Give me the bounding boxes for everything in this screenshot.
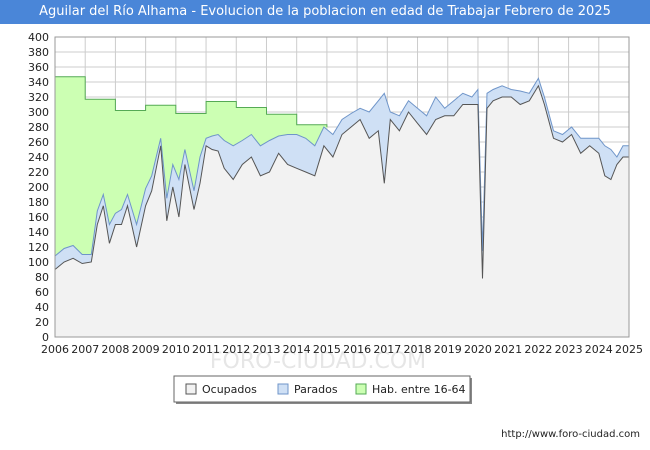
x-tick-label: 2013 xyxy=(252,343,280,356)
y-tick-label: 240 xyxy=(28,151,49,164)
x-tick-label: 2017 xyxy=(373,343,401,356)
x-tick-label: 2019 xyxy=(434,343,462,356)
x-tick-label: 2009 xyxy=(132,343,160,356)
y-tick-label: 380 xyxy=(28,46,49,59)
x-tick-label: 2021 xyxy=(494,343,522,356)
y-tick-label: 260 xyxy=(28,136,49,149)
y-tick-label: 300 xyxy=(28,106,49,119)
legend-ocupados-swatch xyxy=(185,383,197,395)
y-tick-label: 320 xyxy=(28,91,49,104)
x-tick-label: 2024 xyxy=(585,343,613,356)
y-tick-label: 160 xyxy=(28,211,49,224)
plot-area: 0 20 40 60 80 100 120 140 160 180 200 220 240 260 280 3… xyxy=(28,31,643,356)
x-tick-label: 2010 xyxy=(162,343,190,356)
legend-parados-swatch xyxy=(277,383,289,395)
legend-hab-swatch xyxy=(355,383,367,395)
source-credit[interactable]: http://www.foro-ciudad.com xyxy=(501,429,640,440)
x-tick-label: 2007 xyxy=(71,343,99,356)
y-tick-label: 20 xyxy=(35,316,49,329)
y-tick-label: 120 xyxy=(28,241,49,254)
x-tick-label: 2012 xyxy=(222,343,250,356)
legend: Ocupados Parados Hab. entre 16-64 xyxy=(173,375,472,404)
x-tick-label: 2020 xyxy=(464,343,492,356)
legend-box xyxy=(173,375,471,403)
y-tick-label: 220 xyxy=(28,166,49,179)
ocupados-line xyxy=(54,84,629,279)
ocupados-area xyxy=(55,85,629,337)
parados-line xyxy=(54,77,629,257)
x-tick-label: 2023 xyxy=(555,343,583,356)
watermark: FORO-CIUDAD.COM xyxy=(210,349,426,374)
y-tick-label: 360 xyxy=(28,61,49,74)
y-tick-label: 200 xyxy=(28,181,49,194)
legend-ocupados-label: Ocupados xyxy=(202,383,257,396)
y-tick-label: 140 xyxy=(28,226,49,239)
x-tick-label: 2008 xyxy=(101,343,129,356)
population-chart: FORO-CIUDAD.COM 0 20 40 60 80 100 120 140 160 180… xyxy=(28,31,643,404)
y-tick-label: 0 xyxy=(42,331,49,344)
y-tick-label: 80 xyxy=(35,271,49,284)
x-tick-label: 2015 xyxy=(313,343,341,356)
x-tick-label: 2006 xyxy=(41,343,69,356)
x-tick-label: 2011 xyxy=(192,343,220,356)
y-tick-label: 60 xyxy=(35,286,49,299)
y-tick-label: 100 xyxy=(28,256,49,269)
chart-title: Aguilar del Río Alhama - Evolucion de la… xyxy=(0,0,650,24)
y-tick-label: 180 xyxy=(28,196,49,209)
legend-parados-label: Parados xyxy=(294,383,338,396)
y-tick-label: 400 xyxy=(28,31,49,44)
x-tick-label: 2016 xyxy=(343,343,371,356)
x-tick-label: 2014 xyxy=(283,343,311,356)
legend-hab-label: Hab. entre 16-64 xyxy=(372,383,466,396)
x-tick-label: 2018 xyxy=(404,343,432,356)
y-tick-label: 40 xyxy=(35,301,49,314)
plot-border xyxy=(54,36,630,338)
x-tick-label: 2025 xyxy=(615,343,643,356)
y-tick-label: 280 xyxy=(28,121,49,134)
y-tick-label: 340 xyxy=(28,76,49,89)
hab-line xyxy=(55,76,328,127)
x-tick-label: 2022 xyxy=(524,343,552,356)
